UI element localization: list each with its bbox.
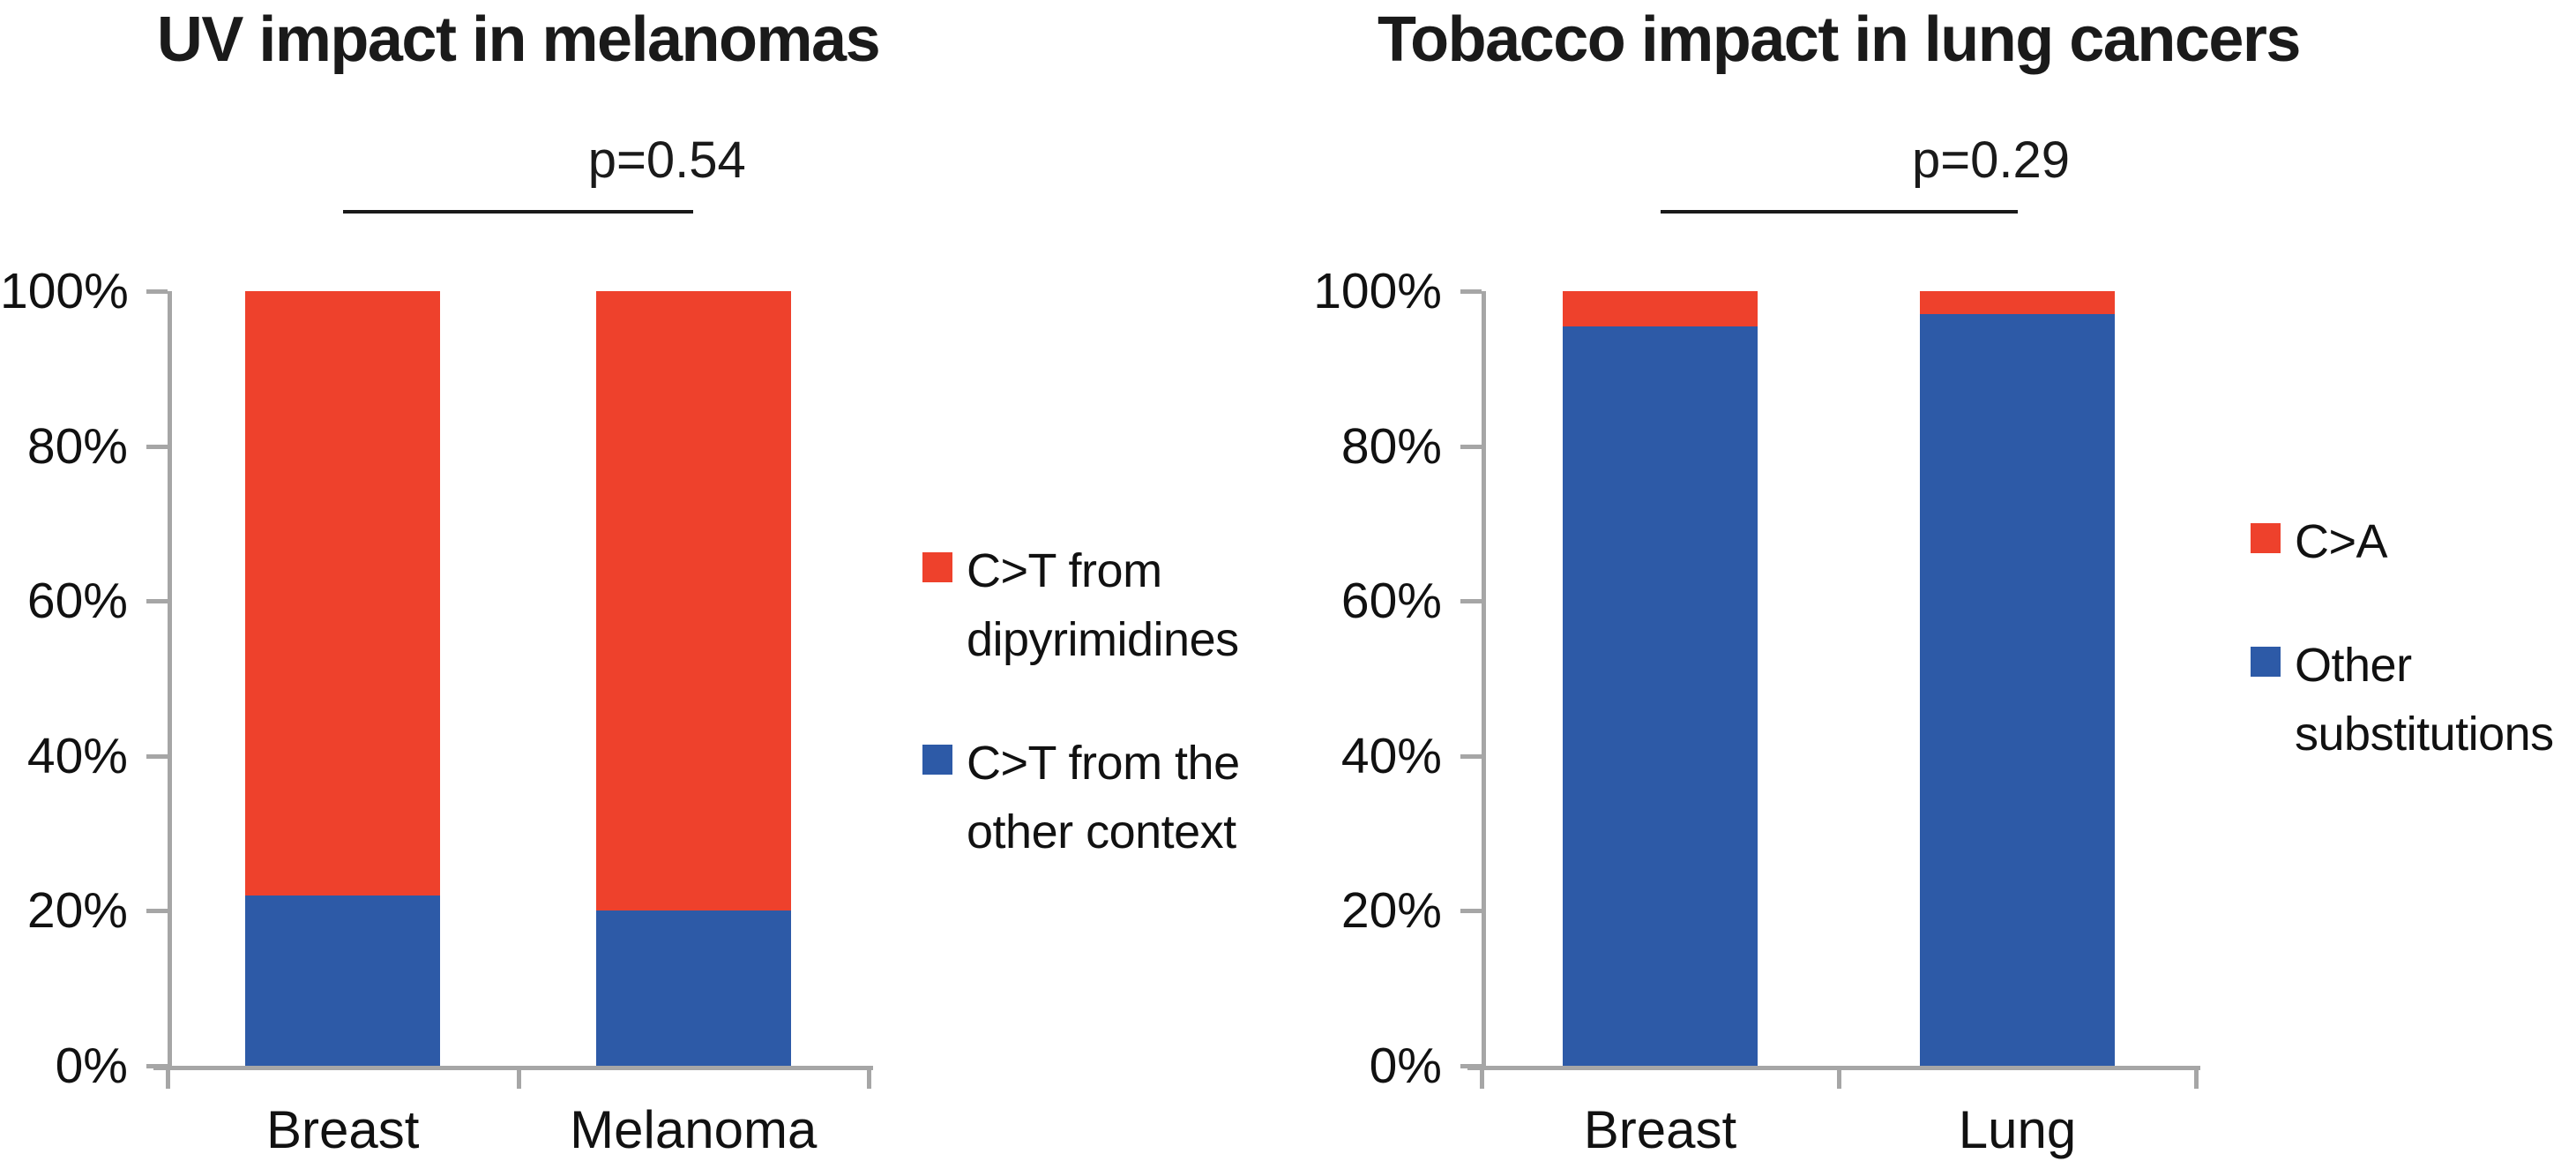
y-tick xyxy=(1460,444,1482,449)
legend: C>A Other substitutions xyxy=(2251,507,2554,823)
comparison-line xyxy=(1660,210,2018,214)
chart-title: UV impact in melanomas xyxy=(156,4,881,75)
y-tick-label: 0% xyxy=(55,1038,128,1094)
legend-item: C>T from dipyrimidines xyxy=(922,536,1240,674)
y-tick xyxy=(146,289,168,294)
legend-label: Other substitutions xyxy=(2295,631,2554,768)
legend-swatch xyxy=(922,745,952,775)
bar-segment xyxy=(245,895,441,1066)
category-label: Melanoma xyxy=(570,1100,818,1159)
legend-label-line: C>A xyxy=(2295,515,2388,568)
y-tick xyxy=(146,753,168,759)
x-tick xyxy=(1480,1066,1484,1089)
p-value-label: p=0.54 xyxy=(587,131,746,189)
y-tick xyxy=(1460,1064,1482,1068)
bar-segment xyxy=(1563,326,1758,1066)
y-tick-label: 20% xyxy=(26,882,128,940)
x-tick xyxy=(166,1066,170,1089)
x-tick xyxy=(1837,1066,1841,1089)
plot-area: 0% 20% 40% 60% 80% 100% Breast Lung xyxy=(1296,0,2576,1169)
y-tick xyxy=(1460,753,1482,759)
legend-label-line: dipyrimidines xyxy=(967,613,1239,666)
legend-swatch xyxy=(922,552,952,582)
y-tick-label: 0% xyxy=(1369,1038,1442,1094)
x-axis xyxy=(153,1066,873,1070)
plot-area: 0% 20% 40% 60% 80% 100% Breast Melanoma xyxy=(0,263,873,1159)
legend-label-line: substitutions xyxy=(2295,708,2554,761)
legend-label-line: other context xyxy=(967,806,1236,858)
legend-label-line: C>T from xyxy=(967,544,1162,597)
comparison-line xyxy=(342,210,694,214)
x-tick xyxy=(516,1066,521,1089)
y-tick-label: 40% xyxy=(26,727,128,784)
x-tick xyxy=(2194,1066,2199,1089)
y-tick xyxy=(146,909,168,914)
bar-segment xyxy=(595,291,791,911)
y-tick xyxy=(1460,909,1482,914)
legend-label: C>T from dipyrimidines xyxy=(967,536,1239,674)
category-label: Breast xyxy=(266,1100,420,1159)
category-label: Lung xyxy=(1958,1100,2077,1159)
bar-segment xyxy=(245,291,441,895)
y-tick xyxy=(146,1064,168,1068)
bar-segment xyxy=(1920,291,2115,315)
y-axis xyxy=(168,291,172,1066)
category-label: Breast xyxy=(1583,1100,1737,1159)
y-tick-label: 20% xyxy=(1340,882,1442,940)
y-tick-label: 80% xyxy=(1340,417,1442,475)
y-tick-label: 100% xyxy=(0,263,129,319)
x-tick xyxy=(867,1066,871,1089)
legend-swatch xyxy=(2251,647,2281,677)
legend-label-line: C>T from the xyxy=(967,737,1240,790)
y-tick xyxy=(146,444,168,449)
y-tick xyxy=(1460,599,1482,604)
legend-swatch xyxy=(2251,523,2281,553)
legend-item: C>T from the other context xyxy=(922,729,1240,866)
y-tick xyxy=(146,599,168,604)
chart-title: Tobacco impact in lung cancers xyxy=(1378,4,2301,75)
y-tick xyxy=(1460,289,1482,294)
bar-segment xyxy=(1920,314,2115,1066)
y-axis xyxy=(1482,291,1486,1066)
y-tick-label: 60% xyxy=(1340,573,1442,630)
y-tick-label: 40% xyxy=(1340,727,1442,784)
legend-item: Other substitutions xyxy=(2251,631,2554,768)
bar-segment xyxy=(1563,291,1758,326)
bar-segment xyxy=(595,910,791,1066)
legend-label: C>T from the other context xyxy=(967,729,1240,866)
y-tick-label: 60% xyxy=(26,573,128,630)
uv-melanoma-chart: UV impact in melanomas p=0.54 0% 20% 40% 60… xyxy=(0,4,1240,1159)
p-value-label: p=0.29 xyxy=(1911,131,2071,189)
tobacco-lung-chart: Tobacco impact in lung cancers p=0.29 0%… xyxy=(1296,0,2576,1169)
y-tick-label: 100% xyxy=(1313,263,1442,319)
legend: C>T from dipyrimidines C>T from the other c… xyxy=(922,536,1240,921)
legend-label-line: Other xyxy=(2295,639,2412,692)
legend-item: C>A xyxy=(2251,507,2554,576)
y-tick-label: 80% xyxy=(26,417,128,475)
x-axis xyxy=(1467,1066,2200,1070)
legend-label: C>A xyxy=(2295,507,2388,576)
